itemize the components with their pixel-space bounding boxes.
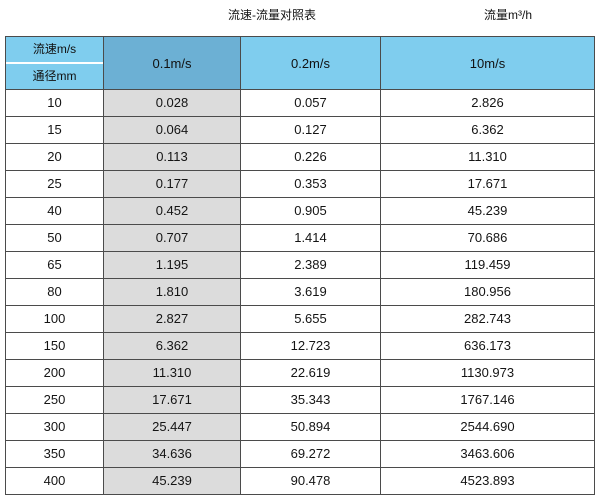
cell-flow-at-0.2ms: 0.905 (240, 197, 381, 225)
cell-nominal-diameter: 150 (5, 332, 104, 360)
cell-flow-at-10ms: 17.671 (380, 170, 595, 198)
cell-flow-at-0.2ms: 3.619 (240, 278, 381, 306)
cell-flow-at-0.2ms: 69.272 (240, 440, 381, 468)
cell-flow-at-10ms: 282.743 (380, 305, 595, 333)
table-row: 10 0.028 0.057 2.826 (5, 89, 595, 117)
header-row: 流速m/s 通径mm 0.1m/s 0.2m/s 10m/s (5, 36, 595, 90)
corner-header-cell: 流速m/s 通径mm (5, 36, 104, 90)
cell-nominal-diameter: 40 (5, 197, 104, 225)
cell-flow-at-10ms: 119.459 (380, 251, 595, 279)
column-header-speed-1: 0.2m/s (240, 36, 381, 90)
cell-nominal-diameter: 80 (5, 278, 104, 306)
cell-flow-at-10ms: 3463.606 (380, 440, 595, 468)
flow-rate-table: 流速m/s 通径mm 0.1m/s 0.2m/s 10m/s 10 0.028 0.… (5, 36, 595, 495)
cell-flow-at-0.1ms: 11.310 (103, 359, 241, 387)
table-body: 10 0.028 0.057 2.826 15 0.064 0.127 6.362 20 0.11… (5, 89, 595, 495)
table-row: 100 2.827 5.655 282.743 (5, 305, 595, 333)
cell-flow-at-0.1ms: 34.636 (103, 440, 241, 468)
cell-flow-at-10ms: 70.686 (380, 224, 595, 252)
table-row: 80 1.810 3.619 180.956 (5, 278, 595, 306)
cell-flow-at-0.1ms: 1.810 (103, 278, 241, 306)
cell-flow-at-10ms: 636.173 (380, 332, 595, 360)
table-row: 400 45.239 90.478 4523.893 (5, 467, 595, 495)
table-row: 25 0.177 0.353 17.671 (5, 170, 595, 198)
cell-flow-at-0.1ms: 0.452 (103, 197, 241, 225)
cell-nominal-diameter: 25 (5, 170, 104, 198)
cell-flow-at-0.1ms: 0.113 (103, 143, 241, 171)
cell-nominal-diameter: 65 (5, 251, 104, 279)
table-row: 250 17.671 35.343 1767.146 (5, 386, 595, 414)
cell-flow-at-10ms: 4523.893 (380, 467, 595, 495)
corner-header-diameter-label: 通径mm (6, 64, 103, 89)
cell-flow-at-0.2ms: 22.619 (240, 359, 381, 387)
caption-strip: 流速-流量对照表 流量m³/h (0, 0, 600, 34)
cell-flow-at-10ms: 11.310 (380, 143, 595, 171)
cell-flow-at-0.2ms: 0.226 (240, 143, 381, 171)
page-title: 流速-流量对照表 (228, 8, 316, 22)
cell-flow-at-0.2ms: 2.389 (240, 251, 381, 279)
cell-flow-at-0.1ms: 0.707 (103, 224, 241, 252)
cell-flow-at-10ms: 6.362 (380, 116, 595, 144)
cell-flow-at-10ms: 1130.973 (380, 359, 595, 387)
cell-flow-at-0.1ms: 0.177 (103, 170, 241, 198)
cell-flow-at-0.2ms: 0.353 (240, 170, 381, 198)
table-row: 15 0.064 0.127 6.362 (5, 116, 595, 144)
column-header-speed-0: 0.1m/s (103, 36, 241, 90)
cell-flow-at-0.1ms: 0.064 (103, 116, 241, 144)
table-row: 150 6.362 12.723 636.173 (5, 332, 595, 360)
table-row: 50 0.707 1.414 70.686 (5, 224, 595, 252)
cell-nominal-diameter: 200 (5, 359, 104, 387)
column-header-speed-2: 10m/s (380, 36, 595, 90)
cell-flow-at-0.1ms: 25.447 (103, 413, 241, 441)
cell-nominal-diameter: 15 (5, 116, 104, 144)
cell-flow-at-10ms: 180.956 (380, 278, 595, 306)
table-row: 65 1.195 2.389 119.459 (5, 251, 595, 279)
cell-flow-at-0.1ms: 17.671 (103, 386, 241, 414)
cell-flow-at-0.2ms: 1.414 (240, 224, 381, 252)
cell-flow-at-0.1ms: 45.239 (103, 467, 241, 495)
cell-flow-at-0.2ms: 12.723 (240, 332, 381, 360)
cell-flow-at-10ms: 1767.146 (380, 386, 595, 414)
cell-nominal-diameter: 300 (5, 413, 104, 441)
cell-flow-at-0.1ms: 6.362 (103, 332, 241, 360)
cell-flow-at-0.2ms: 90.478 (240, 467, 381, 495)
cell-flow-at-0.2ms: 5.655 (240, 305, 381, 333)
cell-flow-at-10ms: 2544.690 (380, 413, 595, 441)
cell-nominal-diameter: 400 (5, 467, 104, 495)
table-row: 300 25.447 50.894 2544.690 (5, 413, 595, 441)
cell-nominal-diameter: 10 (5, 89, 104, 117)
cell-flow-at-10ms: 45.239 (380, 197, 595, 225)
table-row: 200 11.310 22.619 1130.973 (5, 359, 595, 387)
unit-label: 流量m³/h (484, 8, 533, 22)
cell-flow-at-0.2ms: 35.343 (240, 386, 381, 414)
cell-flow-at-0.2ms: 50.894 (240, 413, 381, 441)
corner-header-speed-label: 流速m/s (6, 37, 103, 64)
cell-nominal-diameter: 20 (5, 143, 104, 171)
cell-flow-at-10ms: 2.826 (380, 89, 595, 117)
cell-flow-at-0.1ms: 2.827 (103, 305, 241, 333)
table-row: 20 0.113 0.226 11.310 (5, 143, 595, 171)
cell-nominal-diameter: 100 (5, 305, 104, 333)
table-row: 40 0.452 0.905 45.239 (5, 197, 595, 225)
cell-nominal-diameter: 50 (5, 224, 104, 252)
cell-flow-at-0.1ms: 0.028 (103, 89, 241, 117)
cell-nominal-diameter: 250 (5, 386, 104, 414)
cell-flow-at-0.2ms: 0.057 (240, 89, 381, 117)
flow-rate-table-container: 流速m/s 通径mm 0.1m/s 0.2m/s 10m/s 10 0.028 0.… (5, 36, 595, 495)
cell-flow-at-0.1ms: 1.195 (103, 251, 241, 279)
table-head: 流速m/s 通径mm 0.1m/s 0.2m/s 10m/s (5, 36, 595, 90)
table-row: 350 34.636 69.272 3463.606 (5, 440, 595, 468)
cell-nominal-diameter: 350 (5, 440, 104, 468)
cell-flow-at-0.2ms: 0.127 (240, 116, 381, 144)
